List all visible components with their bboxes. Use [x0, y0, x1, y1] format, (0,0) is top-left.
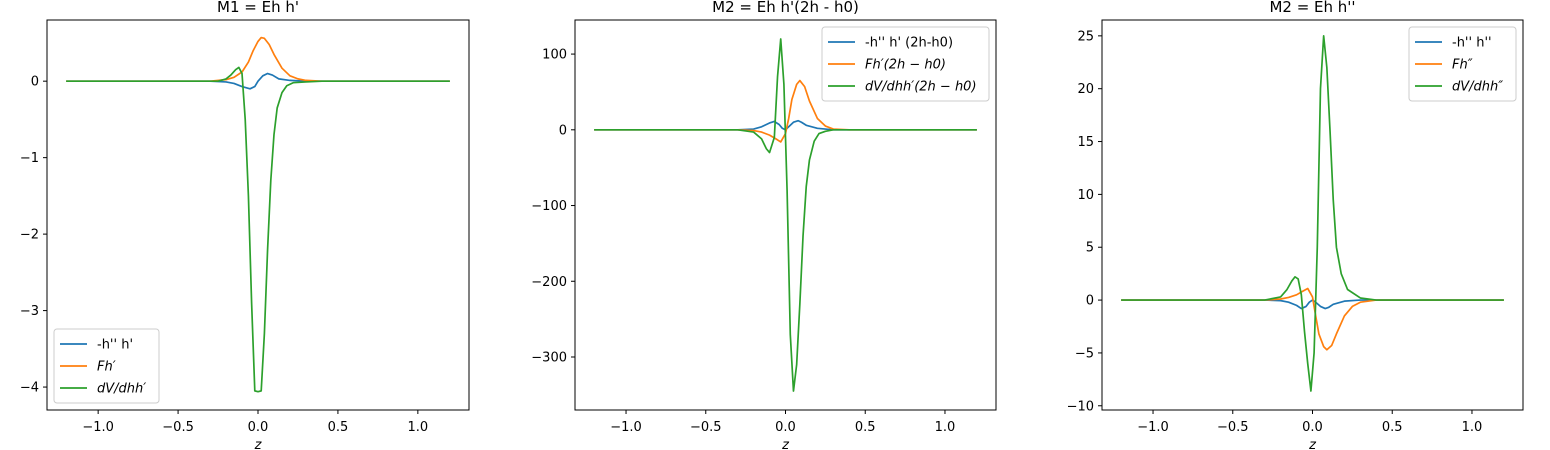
legend-entry: -h'' h' (2h-h0): [865, 36, 953, 51]
legend-box: [821, 26, 990, 102]
x-tick-label: 1.0: [408, 420, 429, 435]
x-tick-label: −0.5: [690, 420, 722, 435]
legend-box: [1408, 26, 1517, 102]
y-tick-label: −10: [1067, 399, 1094, 414]
series-line-3: [1121, 34, 1504, 392]
x-tick-label: −0.5: [162, 420, 194, 435]
legend: -h'' h'' Fh″ dV/dhh″: [1408, 26, 1517, 102]
series-line-1: [66, 72, 450, 90]
series-line-3: [594, 38, 977, 392]
y-tick-label: 5: [1086, 241, 1094, 256]
legend-entry: dV/dhh′: [97, 382, 146, 397]
chart-title: M2 = Eh h'': [1269, 0, 1355, 16]
x-tick-label: 0.0: [775, 420, 796, 435]
y-tick-label: 100: [542, 48, 567, 63]
legend-entry: -h'' h': [97, 338, 133, 353]
x-axis-label: z: [1308, 438, 1317, 450]
x-axis-label: z: [781, 438, 790, 450]
y-tick-label: 15: [1077, 135, 1094, 150]
y-tick-label: 0: [31, 75, 39, 90]
x-tick-label: 0.5: [855, 420, 876, 435]
x-tick-label: −0.5: [1217, 420, 1249, 435]
y-tick-label: 10: [1077, 188, 1094, 203]
x-tick-label: −1.0: [1137, 420, 1169, 435]
legend-box: [53, 328, 160, 404]
y-tick-label: −1: [20, 151, 39, 166]
x-tick-label: 0.0: [1302, 420, 1323, 435]
chart-panel-2: M2 = Eh h'(2h - h0) −1.0 −0.5 0.0 0.5 1.0 100 0…: [531, 0, 997, 450]
y-tick-label: 0: [559, 123, 567, 138]
series-line-2: [66, 36, 450, 83]
x-tick-label: 0.5: [1382, 420, 1403, 435]
chart-title: M2 = Eh h'(2h - h0): [712, 0, 859, 16]
x-tick-label: 1.0: [1462, 420, 1483, 435]
series-line-2: [594, 79, 977, 143]
x-tick-label: 1.0: [935, 420, 956, 435]
y-tick-label: −300: [531, 350, 567, 365]
y-tick-label: −3: [20, 304, 39, 319]
y-tick-label: −2: [20, 228, 39, 243]
y-tick-label: −5: [1075, 346, 1094, 361]
y-tick-label: 25: [1077, 29, 1094, 44]
chart-panel-1: M1 = Eh h' −1.0 −0.5 0.0 0.5 1.0 0 −1 −2 −3 −4 z -h'…: [20, 0, 470, 450]
y-tick-label: −100: [531, 199, 567, 214]
legend: -h'' h' Fh′ dV/dhh′: [53, 328, 160, 404]
y-tick-label: −200: [531, 275, 567, 290]
y-tick-label: 20: [1077, 82, 1094, 97]
series-line-2: [1121, 287, 1504, 351]
chart-panel-3: M2 = Eh h'' −1.0 −0.5 0.0 0.5 1.0 25 20 15 10 5 0 −5…: [1067, 0, 1524, 450]
legend-entry: Fh″: [1452, 58, 1473, 73]
legend-entry: Fh′(2h − h0): [865, 58, 946, 73]
chart-title: M1 = Eh h': [217, 0, 299, 16]
x-axis-label: z: [254, 438, 263, 450]
legend: -h'' h' (2h-h0) Fh′(2h − h0) dV/dhh′(2h − …: [821, 26, 990, 102]
legend-entry: dV/dhh″: [1452, 80, 1503, 95]
legend-entry: -h'' h'': [1452, 36, 1492, 51]
x-tick-label: 0.0: [248, 420, 269, 435]
legend-entry: dV/dhh′(2h − h0): [865, 80, 977, 95]
x-tick-label: 0.5: [328, 420, 349, 435]
y-tick-label: 0: [1086, 294, 1094, 309]
x-tick-label: −1.0: [610, 420, 642, 435]
series-line-3: [66, 66, 450, 393]
x-tick-label: −1.0: [82, 420, 114, 435]
legend-entry: Fh′: [97, 360, 116, 375]
y-tick-label: −4: [20, 381, 39, 396]
